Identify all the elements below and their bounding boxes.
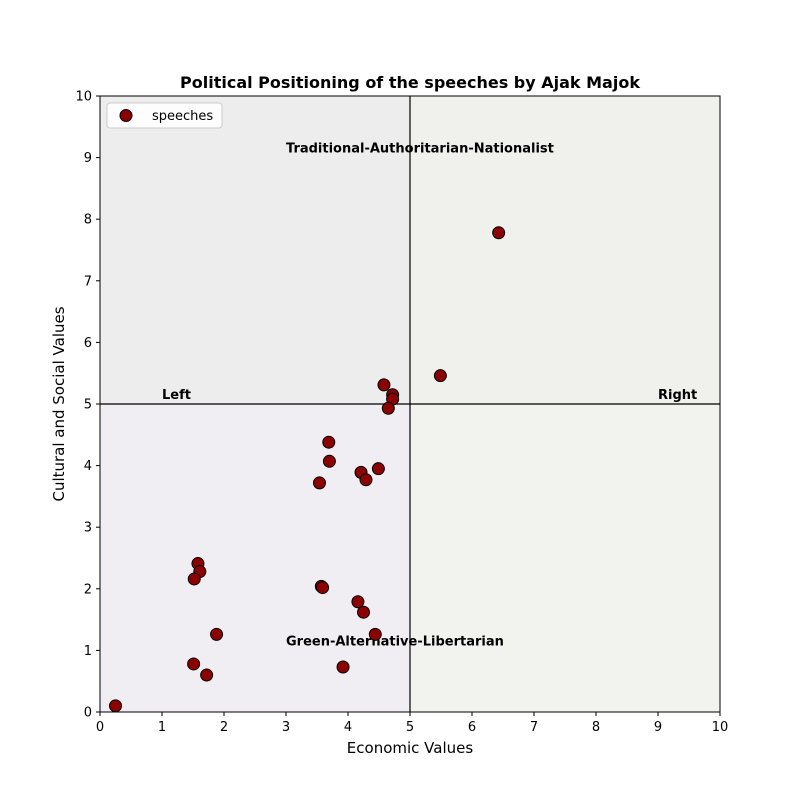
x-tick-label: 9 (654, 720, 662, 735)
data-point (492, 226, 506, 240)
y-tick-label: 6 (84, 336, 92, 351)
data-point (371, 462, 385, 476)
data-point (322, 435, 336, 449)
quadrant-annotations: Traditional-Authoritarian-Nationalist Gre… (162, 142, 697, 650)
quadrant-top-right (410, 96, 720, 404)
quadrant-dividers (100, 96, 720, 712)
data-point (357, 605, 370, 619)
y-tick-label: 3 (84, 521, 92, 536)
x-tick-label: 0 (96, 720, 104, 735)
y-tick-label: 4 (84, 459, 92, 474)
x-tick-label: 6 (468, 720, 476, 735)
data-point (322, 454, 336, 468)
data-point (312, 476, 326, 490)
quadrant-bottom-left (100, 404, 410, 712)
legend-label: speeches (152, 109, 213, 124)
x-tick-label: 3 (282, 720, 290, 735)
y-tick-label: 5 (84, 398, 92, 413)
quadrant-top-left (100, 96, 410, 404)
quadrant-backgrounds (100, 96, 720, 712)
chart-title: Political Positioning of the speeches by… (180, 73, 640, 92)
data-points (109, 226, 506, 713)
y-axis-label: Cultural and Social Values (50, 306, 68, 501)
y-tick-label: 7 (84, 274, 92, 289)
y-axis-ticks: 0 1 2 3 4 5 6 7 8 9 10 (75, 90, 100, 721)
data-point (200, 668, 214, 682)
data-point (368, 627, 382, 641)
x-tick-label: 4 (344, 720, 352, 735)
legend-box (106, 102, 223, 129)
x-tick-label: 2 (220, 720, 228, 735)
quadrant-bottom-right (410, 404, 720, 712)
x-tick-label: 5 (406, 720, 414, 735)
x-tick-label: 10 (712, 720, 729, 735)
legend: speeches (106, 102, 223, 129)
data-point (381, 401, 395, 415)
annotation-top: Traditional-Authoritarian-Nationalist (286, 142, 554, 157)
data-point (187, 657, 201, 671)
data-point (433, 369, 447, 383)
data-point (336, 660, 350, 674)
data-point (351, 595, 365, 609)
data-point (187, 572, 201, 586)
data-point (210, 627, 224, 641)
data-point (377, 378, 391, 392)
y-tick-label: 10 (75, 90, 92, 105)
legend-marker (119, 109, 133, 122)
y-tick-label: 9 (84, 151, 92, 166)
data-point (316, 581, 330, 595)
x-tick-label: 7 (530, 720, 538, 735)
x-axis-label: Economic Values (347, 739, 474, 757)
x-tick-label: 8 (592, 720, 600, 735)
annotation-left: Left (162, 388, 191, 403)
annotation-bottom: Green-Alternative-Libertarian (286, 634, 504, 649)
data-point (359, 473, 373, 487)
data-point (109, 699, 122, 713)
y-tick-label: 1 (84, 644, 92, 659)
annotation-right: Right (658, 388, 697, 403)
x-tick-label: 1 (158, 720, 166, 735)
y-tick-label: 8 (84, 213, 92, 228)
y-tick-label: 0 (84, 706, 92, 721)
y-tick-label: 2 (84, 582, 92, 597)
x-axis-ticks: 0 1 2 3 4 5 6 7 8 9 10 (96, 712, 728, 735)
